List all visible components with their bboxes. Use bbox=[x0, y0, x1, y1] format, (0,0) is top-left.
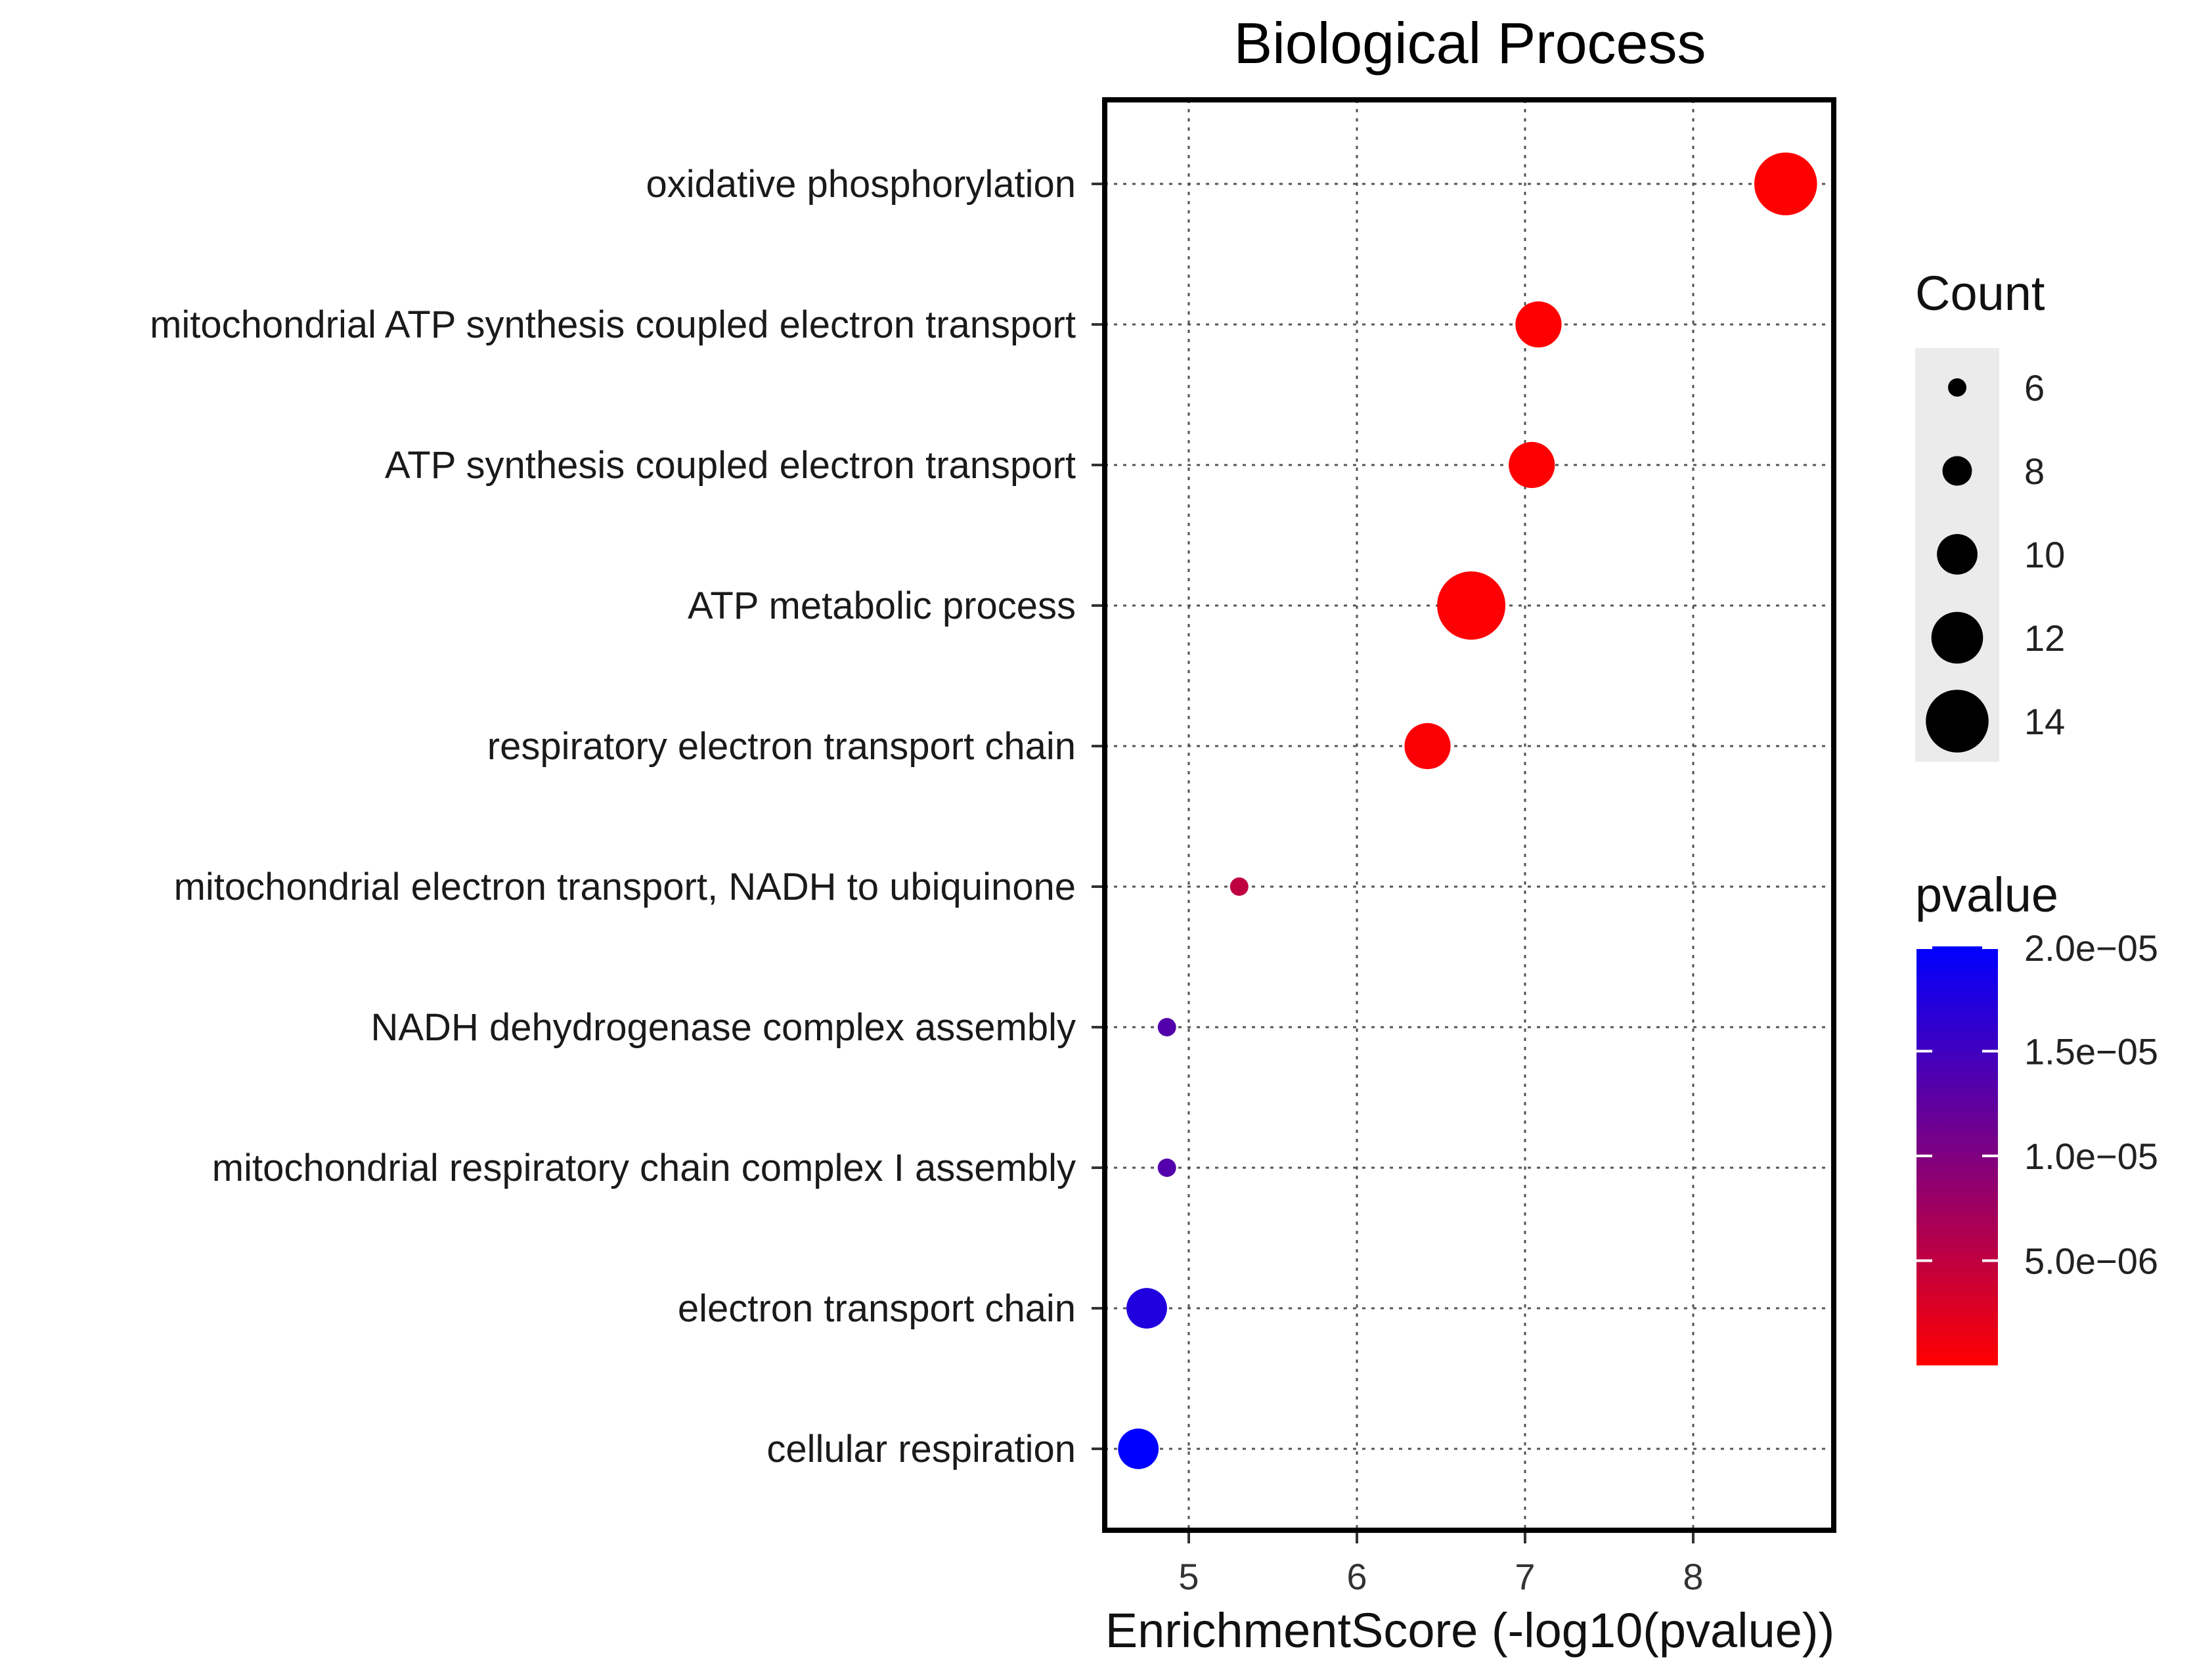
x-tick-label: 6 bbox=[1346, 1556, 1367, 1597]
x-tick-label: 5 bbox=[1178, 1556, 1199, 1597]
x-axis-ticks: 5 6 7 8 bbox=[1178, 1530, 1704, 1597]
colorbar-tick-label: 1.0e−05 bbox=[2024, 1136, 2158, 1177]
data-point bbox=[1157, 1018, 1176, 1036]
color-legend-title: pvalue bbox=[1915, 868, 2058, 922]
data-points bbox=[1118, 152, 1817, 1469]
y-tick-label: mitochondrial respiratory chain complex … bbox=[212, 1147, 1076, 1189]
data-point bbox=[1404, 722, 1451, 770]
y-tick-label: mitochondrial ATP synthesis coupled elec… bbox=[150, 303, 1076, 346]
chart-title: Biological Process bbox=[1234, 11, 1706, 76]
y-tick-label: ATP metabolic process bbox=[688, 585, 1076, 627]
y-tick-label: mitochondrial electron transport, NADH t… bbox=[174, 866, 1076, 908]
x-tick-label: 8 bbox=[1683, 1556, 1703, 1597]
size-legend-dot bbox=[1948, 378, 1966, 397]
size-legend-dot bbox=[1931, 611, 1983, 664]
data-point bbox=[1126, 1288, 1167, 1329]
x-axis-title: EnrichmentScore (-log10(pvalue)) bbox=[1105, 1603, 1834, 1658]
data-point bbox=[1754, 152, 1817, 215]
size-legend-dot bbox=[1937, 534, 1978, 575]
size-legend-label: 14 bbox=[2024, 701, 2065, 742]
colorbar-tick-label: 5.0e−06 bbox=[2024, 1241, 2158, 1282]
data-point bbox=[1118, 1428, 1159, 1469]
data-point bbox=[1509, 441, 1555, 489]
y-tick-label: respiratory electron transport chain bbox=[487, 725, 1076, 768]
size-legend-label: 6 bbox=[2024, 367, 2045, 409]
size-legend-dot bbox=[1926, 690, 1989, 753]
color-legend-ticks: 2.0e−05 1.5e−05 1.0e−05 5.0e−06 bbox=[1916, 927, 2158, 1282]
y-tick-label: oxidative phosphorylation bbox=[646, 163, 1076, 206]
colorbar-tick-label: 2.0e−05 bbox=[2024, 927, 2158, 969]
data-point bbox=[1437, 571, 1506, 640]
data-point bbox=[1515, 301, 1562, 348]
y-tick-label: ATP synthesis coupled electron transport bbox=[385, 444, 1076, 487]
size-legend-dot bbox=[1942, 456, 1972, 486]
size-legend: 6 8 10 12 14 bbox=[1926, 367, 2065, 753]
plot-border bbox=[1102, 97, 1836, 1533]
y-tick-label: cellular respiration bbox=[766, 1428, 1076, 1470]
y-tick-label: electron transport chain bbox=[678, 1287, 1076, 1330]
plot-panel bbox=[1105, 100, 1834, 1530]
data-point bbox=[1229, 877, 1249, 896]
y-axis-labels: oxidative phosphorylation mitochondrial A… bbox=[150, 163, 1105, 1470]
x-tick-label: 7 bbox=[1515, 1556, 1535, 1597]
data-point bbox=[1157, 1159, 1176, 1177]
gridlines bbox=[1105, 100, 1834, 1530]
size-legend-label: 10 bbox=[2024, 534, 2065, 575]
colorbar-tick-label: 1.5e−05 bbox=[2024, 1031, 2158, 1072]
size-legend-label: 8 bbox=[2024, 451, 2045, 492]
size-legend-label: 12 bbox=[2024, 617, 2065, 659]
size-legend-title: Count bbox=[1915, 266, 2045, 321]
y-tick-label: NADH dehydrogenase complex assembly bbox=[370, 1006, 1076, 1049]
